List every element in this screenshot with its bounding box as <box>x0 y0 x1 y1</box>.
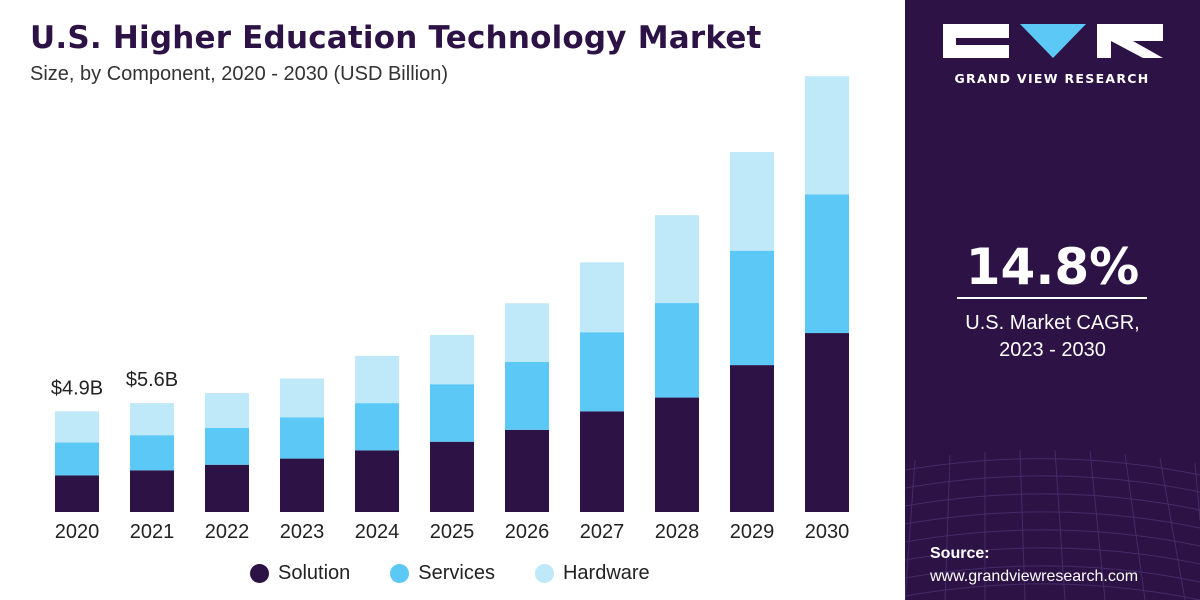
bar-solution-2030 <box>805 333 849 512</box>
bar-solution-2020 <box>55 475 99 512</box>
wave-mesh-background <box>905 449 1200 600</box>
legend-item-services: Services <box>390 562 495 585</box>
bar-services-2027 <box>580 332 624 412</box>
cagr-label-line1: U.S. Market CAGR, <box>965 312 1140 334</box>
bar-services-2020 <box>55 442 99 476</box>
bar-solution-2022 <box>205 464 249 512</box>
bar-hardware-2025 <box>430 334 474 385</box>
bar-solution-2027 <box>580 411 624 512</box>
brand-name: GRAND VIEW RESEARCH <box>954 71 1150 86</box>
chart-legend: Solution Services Hardware <box>250 562 690 585</box>
bar-solution-2026 <box>505 429 549 512</box>
bar-services-2030 <box>805 194 849 334</box>
chart-title: U.S. Higher Education Technology Market <box>30 20 762 56</box>
bar-solution-2029 <box>730 365 774 512</box>
bar-hardware-2020 <box>55 411 99 443</box>
stacked-bar-chart: 2020 2021 2022 2023 2024 2025 2026 2027 2028 2029… <box>51 76 850 543</box>
bar-hardware-2024 <box>355 355 399 404</box>
bar-hardware-2028 <box>655 215 699 304</box>
legend-item-solution: Solution <box>250 562 350 585</box>
legend-label-services: Services <box>418 562 495 584</box>
x-tick-label-2024: 2024 <box>355 521 400 543</box>
bar-solution-2023 <box>280 458 324 512</box>
x-tick-label-2020: 2020 <box>55 521 100 543</box>
x-tick-label-2025: 2025 <box>430 521 475 543</box>
bar-services-2024 <box>355 403 399 451</box>
bar-hardware-2023 <box>280 378 324 418</box>
bar-services-2021 <box>130 435 174 471</box>
legend-item-hardware: Hardware <box>534 562 650 585</box>
x-tick-label-2026: 2026 <box>505 521 550 543</box>
x-tick-label-2021: 2021 <box>130 521 175 543</box>
logo-v-glyph <box>1020 24 1086 58</box>
cagr-label-line2: 2023 - 2030 <box>999 339 1106 361</box>
logo-r-glyph <box>1097 24 1163 58</box>
x-tick-label-2022: 2022 <box>205 521 250 543</box>
x-tick-label-2027: 2027 <box>580 521 625 543</box>
bar-services-2028 <box>655 303 699 398</box>
legend-swatch-services <box>390 564 410 583</box>
legend-label-solution: Solution <box>278 562 351 584</box>
chart-panel: U.S. Higher Education Technology Market … <box>30 20 850 585</box>
logo-g-glyph <box>943 24 1009 58</box>
x-tick-label-2030: 2030 <box>805 521 850 543</box>
cagr-label: U.S. Market CAGR, 2023 - 2030 <box>905 310 1200 364</box>
bar-solution-2025 <box>430 441 474 512</box>
bar-solution-2021 <box>130 470 174 512</box>
bar-services-2025 <box>430 384 474 442</box>
chart-subtitle: Size, by Component, 2020 - 2030 (USD Bil… <box>30 63 448 85</box>
gvr-logo <box>943 24 1163 58</box>
x-tick-label-2028: 2028 <box>655 521 700 543</box>
source-title: Source: <box>930 545 990 562</box>
bar-services-2029 <box>730 250 774 366</box>
bar-solution-2028 <box>655 397 699 512</box>
legend-swatch-hardware <box>534 564 554 583</box>
bar-solution-2024 <box>355 450 399 512</box>
data-label-2020: $4.9B <box>51 377 103 399</box>
x-tick-label-2029: 2029 <box>730 521 775 543</box>
bar-hardware-2026 <box>505 303 549 363</box>
legend-swatch-solution <box>250 564 269 583</box>
bar-hardware-2021 <box>130 403 174 436</box>
bar-hardware-2022 <box>205 393 249 428</box>
bar-services-2026 <box>505 362 549 430</box>
bar-services-2023 <box>280 417 324 459</box>
bar-hardware-2027 <box>580 262 624 333</box>
bar-hardware-2029 <box>730 152 774 251</box>
data-label-2021: $5.6B <box>126 369 178 391</box>
cagr-value: 14.8% <box>965 238 1140 296</box>
x-tick-label-2023: 2023 <box>280 521 325 543</box>
source-url: www.grandviewresearch.com <box>930 568 1139 585</box>
stat-panel: GRAND VIEW RESEARCH 14.8% U.S. Market CA… <box>905 0 1200 600</box>
legend-label-hardware: Hardware <box>562 562 650 584</box>
cagr-divider <box>957 297 1147 299</box>
bar-hardware-2030 <box>805 76 849 195</box>
bar-services-2022 <box>205 427 249 465</box>
